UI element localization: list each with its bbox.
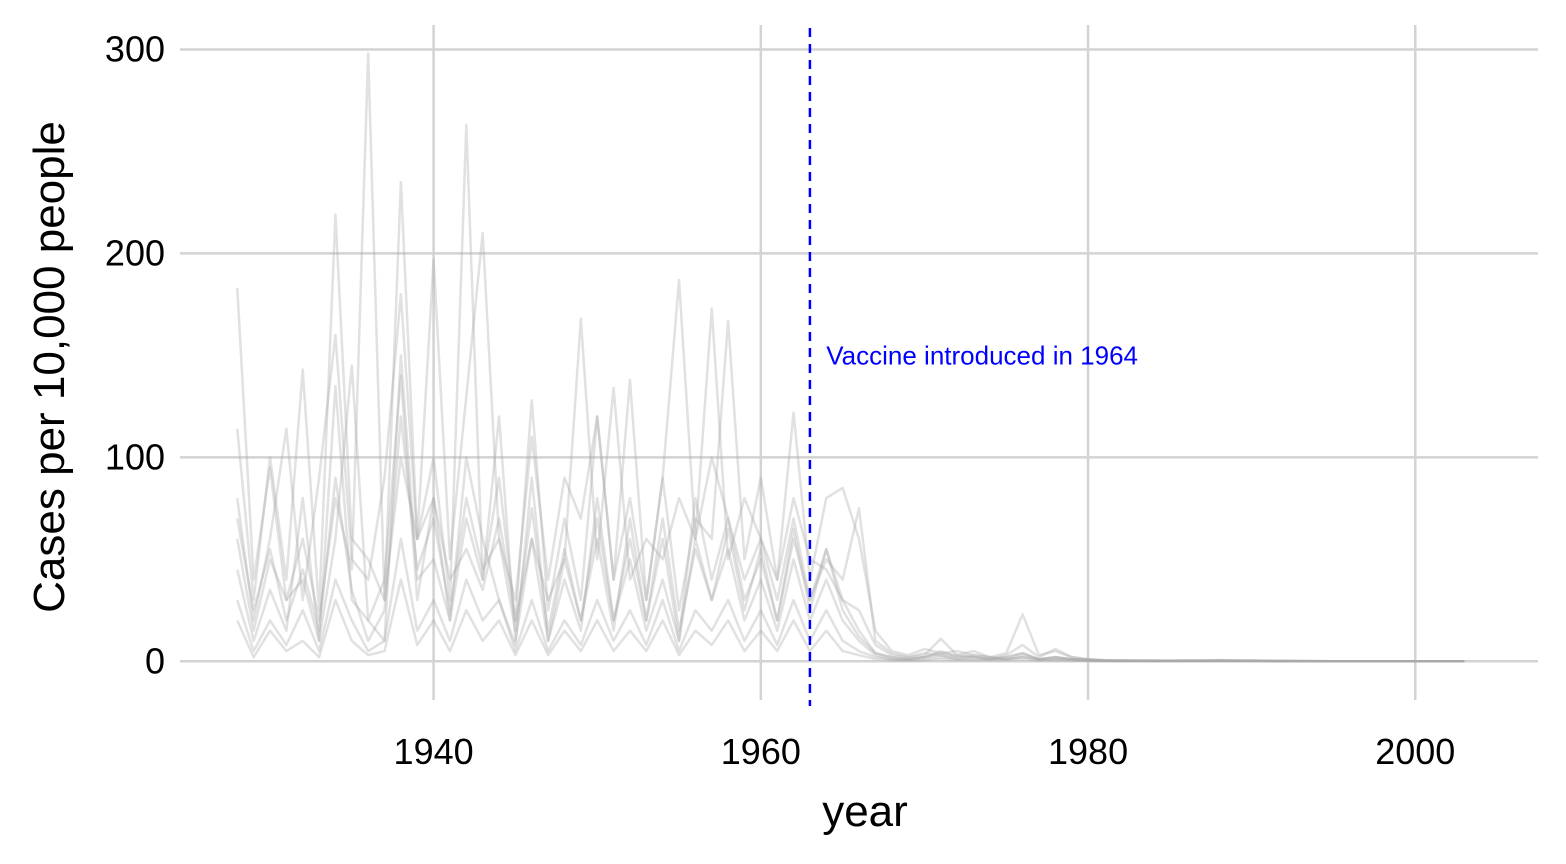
- x-tick-label: 1940: [394, 731, 474, 772]
- x-tick-label: 1980: [1048, 731, 1128, 772]
- series-line-6: [236, 537, 1465, 663]
- series-line-4: [236, 354, 1465, 663]
- tick-labels: 0 100 200 300 1940 1960 1980 2000: [105, 28, 1455, 772]
- y-tick-label: 300: [105, 28, 165, 69]
- series-lines: [236, 52, 1465, 663]
- y-tick-label: 100: [105, 436, 165, 477]
- x-axis-title: year: [822, 787, 908, 836]
- x-tick-label: 2000: [1375, 731, 1455, 772]
- y-axis-title: Cases per 10,000 people: [25, 121, 74, 613]
- series-line-7: [236, 578, 1465, 663]
- vaccine-annotation: Vaccine introduced in 1964: [826, 340, 1138, 370]
- series-line-2: [236, 123, 1465, 663]
- series-line-1: [236, 52, 1465, 663]
- y-tick-label: 0: [145, 640, 165, 681]
- grid-lines: [180, 25, 1538, 700]
- y-tick-label: 200: [105, 232, 165, 273]
- series-line-5: [236, 364, 1465, 663]
- x-tick-label: 1960: [721, 731, 801, 772]
- series-line-3: [236, 231, 1465, 663]
- series-line-8: [236, 415, 1465, 663]
